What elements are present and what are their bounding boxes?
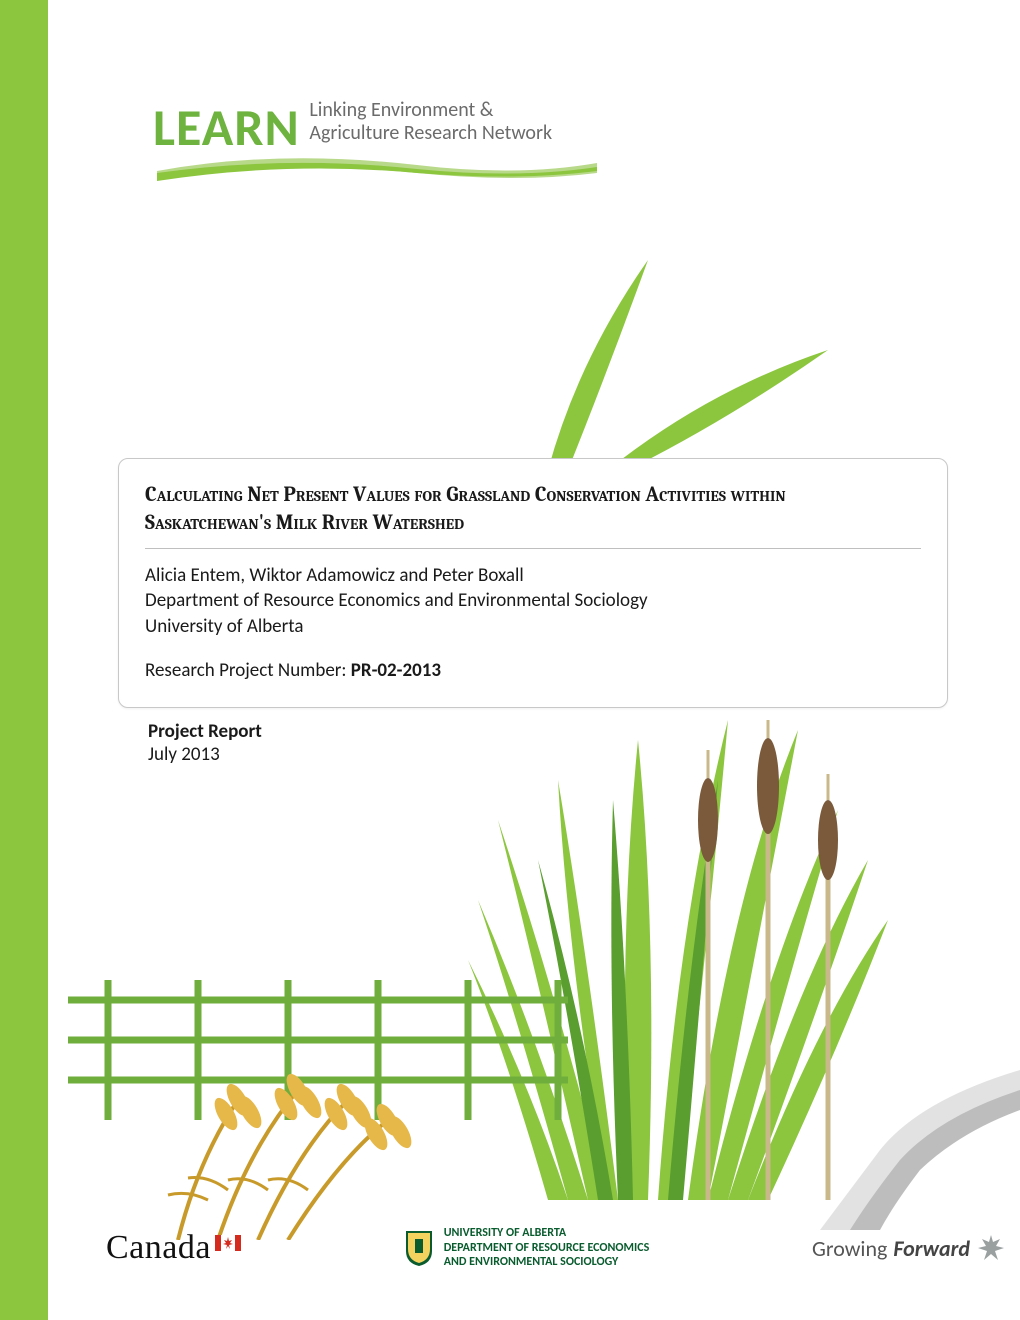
title-info-box: Calculating Net Present Values for Grass… <box>118 458 948 708</box>
project-report-block: Project Report July 2013 <box>148 720 262 766</box>
report-title-line2: Saskatchewan's Milk River Watershed <box>145 509 921 537</box>
ua-line1: UNIVERSITY OF ALBERTA <box>444 1226 650 1240</box>
authors: Alicia Entem, Wiktor Adamowicz and Peter… <box>145 563 921 589</box>
canada-wordmark: Canada <box>106 1229 241 1267</box>
left-accent-bar <box>0 0 48 1320</box>
canada-flag-icon <box>215 1235 241 1251</box>
project-date: July 2013 <box>148 743 262 766</box>
rpn-label: Research Project Number: <box>145 659 351 682</box>
ua-shield-icon <box>404 1229 434 1267</box>
maple-leaf-icon <box>976 1233 1006 1263</box>
cattails <box>628 720 908 1200</box>
title-rule <box>145 548 921 549</box>
page-content: LEARN Linking Environment & Agriculture … <box>48 0 1020 1320</box>
university: University of Alberta <box>145 614 921 640</box>
university-alberta-logo: UNIVERSITY OF ALBERTA DEPARTMENT OF RESO… <box>404 1226 650 1269</box>
gf-forward: Forward <box>893 1235 970 1262</box>
department: Department of Resource Economics and Env… <box>145 588 921 614</box>
gf-growing: Growing <box>812 1235 887 1262</box>
project-report-label: Project Report <box>148 720 262 743</box>
ua-line2: DEPARTMENT OF RESOURCE ECONOMICS <box>444 1241 650 1255</box>
research-project-number: Research Project Number: PR-02-2013 <box>145 658 921 684</box>
report-title-line1: Calculating Net Present Values for Grass… <box>145 481 921 509</box>
canada-text: Canada <box>106 1229 211 1267</box>
footer-logos: Canada UNIVERSITY OF ALBERTA DEPARTMENT … <box>106 1218 1006 1278</box>
ua-line3: AND ENVIRONMENTAL SOCIOLOGY <box>444 1255 650 1269</box>
rpn-value: PR-02-2013 <box>351 659 441 682</box>
growing-forward-logo: Growing Forward <box>812 1233 1006 1263</box>
ua-text-block: UNIVERSITY OF ALBERTA DEPARTMENT OF RESO… <box>444 1226 650 1269</box>
wheat <box>138 1040 458 1240</box>
